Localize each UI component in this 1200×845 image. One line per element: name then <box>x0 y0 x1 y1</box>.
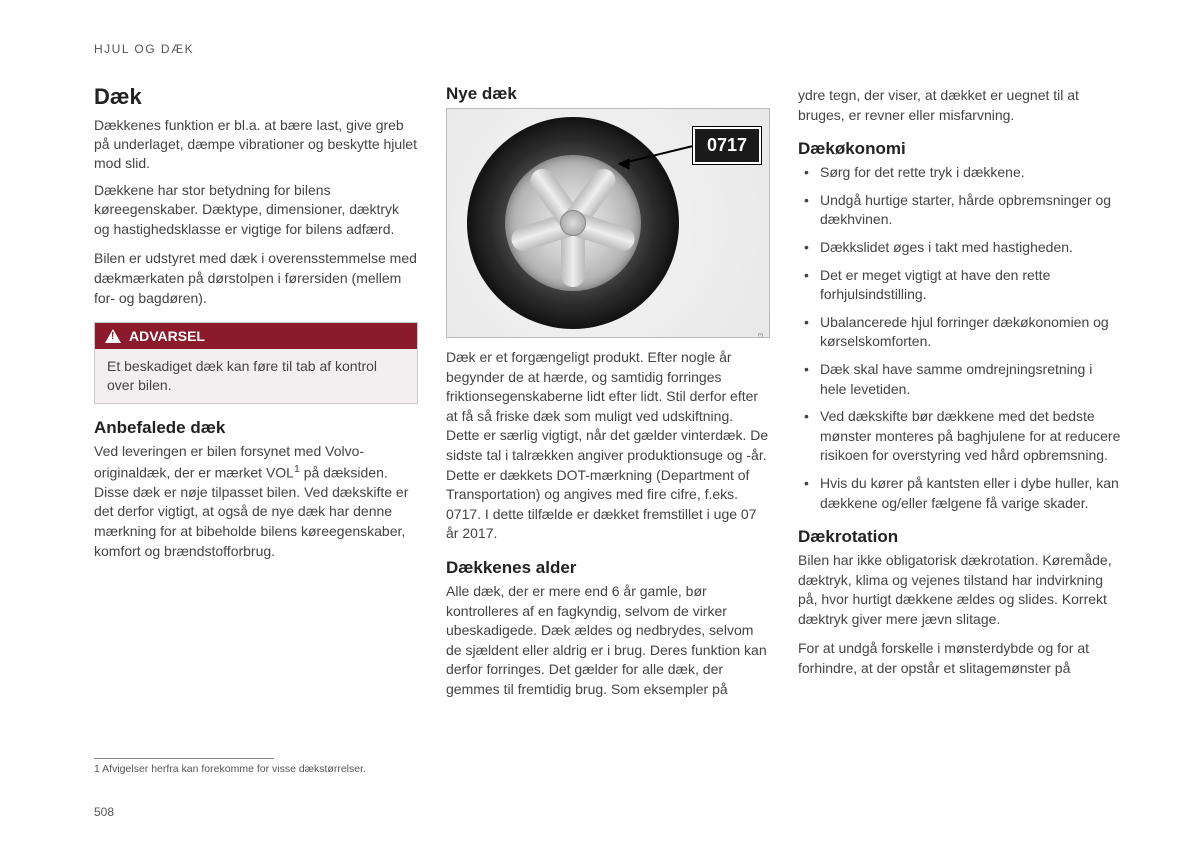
column-3: ydre tegn, der viser, at dækket er uegne… <box>798 84 1122 710</box>
body-paragraph: Bilen har ikke obligatorisk dækrotation.… <box>798 551 1122 629</box>
list-item: Hvis du kører på kantsten eller i dybe h… <box>798 474 1122 513</box>
column-1: Dæk Dækkenes funktion er bl.a. at bære l… <box>94 84 418 710</box>
warning-triangle-icon <box>105 329 121 343</box>
dot-callout-box: 0717 <box>693 127 761 164</box>
column-2: Nye dæk 0717 G061663 Dæk er et forgængel… <box>446 84 770 710</box>
body-paragraph: Ved leveringen er bilen forsynet med Vol… <box>94 442 418 561</box>
body-paragraph: Dækkene har stor betydning for bilens kø… <box>94 181 418 240</box>
warning-box: ADVARSEL Et beskadiget dæk kan føre til … <box>94 322 418 404</box>
body-paragraph: For at undgå forskelle i mønsterdybde og… <box>798 639 1122 678</box>
intro-text: Dækkenes funktion er bl.a. at bære last,… <box>94 116 418 173</box>
warning-header: ADVARSEL <box>95 323 417 349</box>
page-title: Dæk <box>94 84 418 110</box>
list-item: Ved dækskifte bør dækkene med det bedste… <box>798 407 1122 466</box>
three-column-layout: Dæk Dækkenes funktion er bl.a. at bære l… <box>94 84 1122 710</box>
figure-code: G061663 <box>758 333 765 338</box>
warning-title: ADVARSEL <box>129 328 205 344</box>
page-number: 508 <box>94 805 114 819</box>
section-heading: Dækrotation <box>798 527 1122 547</box>
body-paragraph: ydre tegn, der viser, at dækket er uegne… <box>798 86 1122 125</box>
footnote-text: Afvigelser herfra kan forekomme for viss… <box>100 763 366 775</box>
tire-figure: 0717 G061663 <box>446 108 770 338</box>
body-paragraph: Dæk er et forgængeligt produkt. Efter no… <box>446 348 770 544</box>
section-heading: Dækkenes alder <box>446 558 770 578</box>
list-item: Dækkslidet øges i takt med hastigheden. <box>798 238 1122 258</box>
chapter-header: HJUL OG DÆK <box>94 42 1122 56</box>
bullet-list: Sørg for det rette tryk i dækkene. Undgå… <box>798 163 1122 513</box>
list-item: Undgå hurtige starter, hårde opbremsning… <box>798 191 1122 230</box>
list-item: Dæk skal have samme omdrejningsretning i… <box>798 360 1122 399</box>
footnote: 1 Afvigelser herfra kan forekomme for vi… <box>94 763 1122 775</box>
list-item: Sørg for det rette tryk i dækkene. <box>798 163 1122 183</box>
body-paragraph: Alle dæk, der er mere end 6 år gamle, bø… <box>446 582 770 700</box>
list-item: Ubalancerede hjul forringer dækøkonomien… <box>798 313 1122 352</box>
section-heading: Dækøkonomi <box>798 139 1122 159</box>
body-paragraph: Bilen er udstyret med dæk i overensstemm… <box>94 249 418 308</box>
warning-body: Et beskadiget dæk kan føre til tab af ko… <box>95 349 417 403</box>
list-item: Det er meget vigtigt at have den rette f… <box>798 266 1122 305</box>
footnote-rule <box>94 758 274 759</box>
section-heading: Nye dæk <box>446 84 770 104</box>
section-heading: Anbefalede dæk <box>94 418 418 438</box>
